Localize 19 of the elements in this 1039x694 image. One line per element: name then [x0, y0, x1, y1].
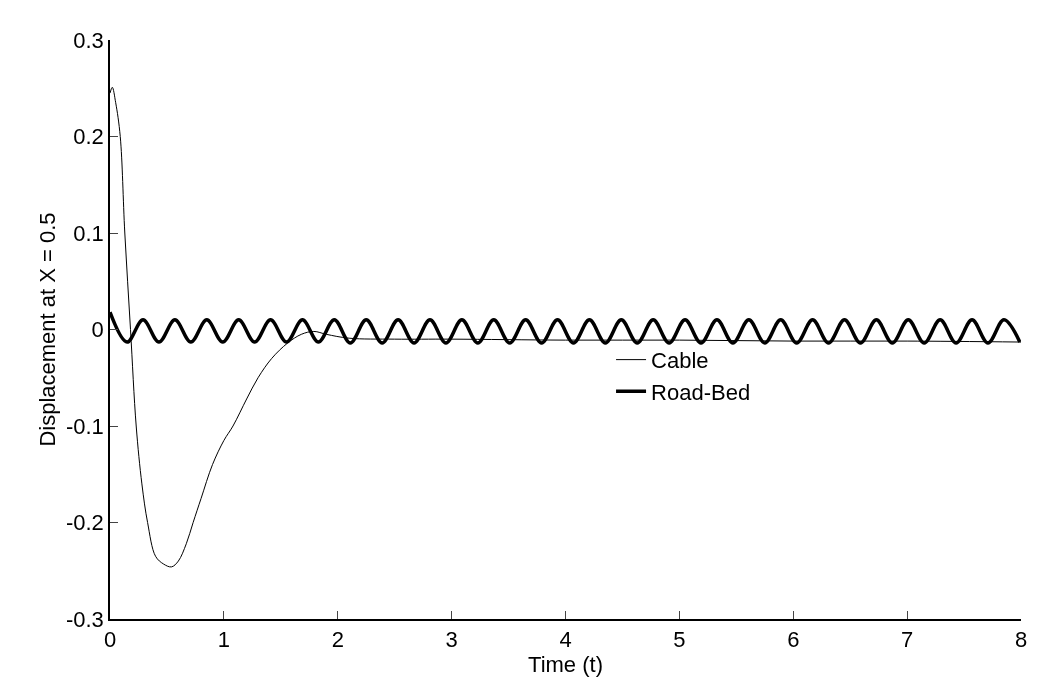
y-tick-label: -0.1 — [65, 413, 104, 439]
x-tick-label: 8 — [1014, 627, 1028, 653]
x-tick-label: 5 — [673, 627, 686, 653]
x-tick-label: 2 — [331, 627, 344, 653]
x-tick-label: 6 — [787, 627, 800, 653]
y-tick-label: 0.3 — [73, 27, 104, 53]
y-tick-label: 0 — [91, 317, 104, 343]
y-axis-title: Displacement at X = 0.5 — [35, 212, 61, 447]
y-tick-label: -0.2 — [65, 510, 104, 536]
legend-label: Cable — [651, 348, 709, 374]
x-tick-label: 7 — [901, 627, 914, 653]
y-tick-label: 0.2 — [73, 124, 104, 150]
legend-label: Road-Bed — [651, 379, 751, 405]
x-tick-label: 4 — [559, 627, 572, 653]
x-axis-title: Time (t) — [528, 652, 603, 678]
x-tick-label: 3 — [445, 627, 458, 653]
x-tick-label: 1 — [217, 627, 231, 653]
y-tick-label: -0.3 — [65, 606, 104, 632]
y-tick-label: 0.1 — [73, 220, 104, 246]
